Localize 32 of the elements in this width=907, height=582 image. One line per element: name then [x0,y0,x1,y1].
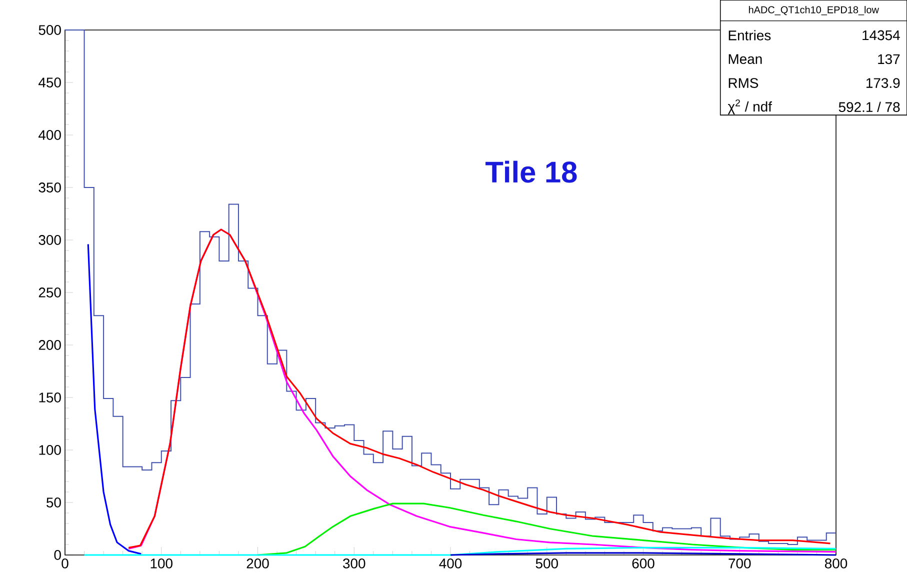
y-tick-label: 50 [46,498,61,508]
text: 14354 [862,30,900,40]
x-tick-label: 300 [343,558,366,568]
y-tick-label: 300 [38,235,61,245]
y-tick-label: 350 [38,182,61,192]
y-tick-label: 400 [38,130,61,140]
line-series [83,546,837,556]
y-tick-label: 0 [54,550,61,560]
x-tick-label: 0 [62,558,68,568]
x-tick-label: 500 [536,558,558,568]
annotation: χ$^{2}$ / ndf [728,99,772,114]
x-tick-label: 100 [150,558,172,568]
line-series [87,243,142,555]
y-tick-label: 100 [39,445,61,455]
x-tick-label: 200 [246,558,269,568]
y-tick-label: 200 [38,340,61,350]
x-tick-label: 600 [632,558,654,568]
y-tick-label: 250 [38,288,61,298]
x-tick-label: 400 [439,558,462,568]
y-tick-label: 450 [38,78,61,88]
x-tick-label: 800 [824,558,848,568]
text: 173.9 [866,78,900,88]
y-tick-label: 500 [38,25,61,35]
annotation: Mean [728,54,762,64]
text: Tile 18 [486,160,577,183]
x-tick-label: 700 [728,558,751,568]
annotation: Entries [728,30,771,40]
annotation: RMS [728,78,758,88]
text: 137 [878,54,900,64]
y-tick-label: 150 [39,392,61,402]
text: 592.1 / 78 [838,102,900,112]
text: hADC_QT1ch10_EPD18_low [748,6,879,16]
